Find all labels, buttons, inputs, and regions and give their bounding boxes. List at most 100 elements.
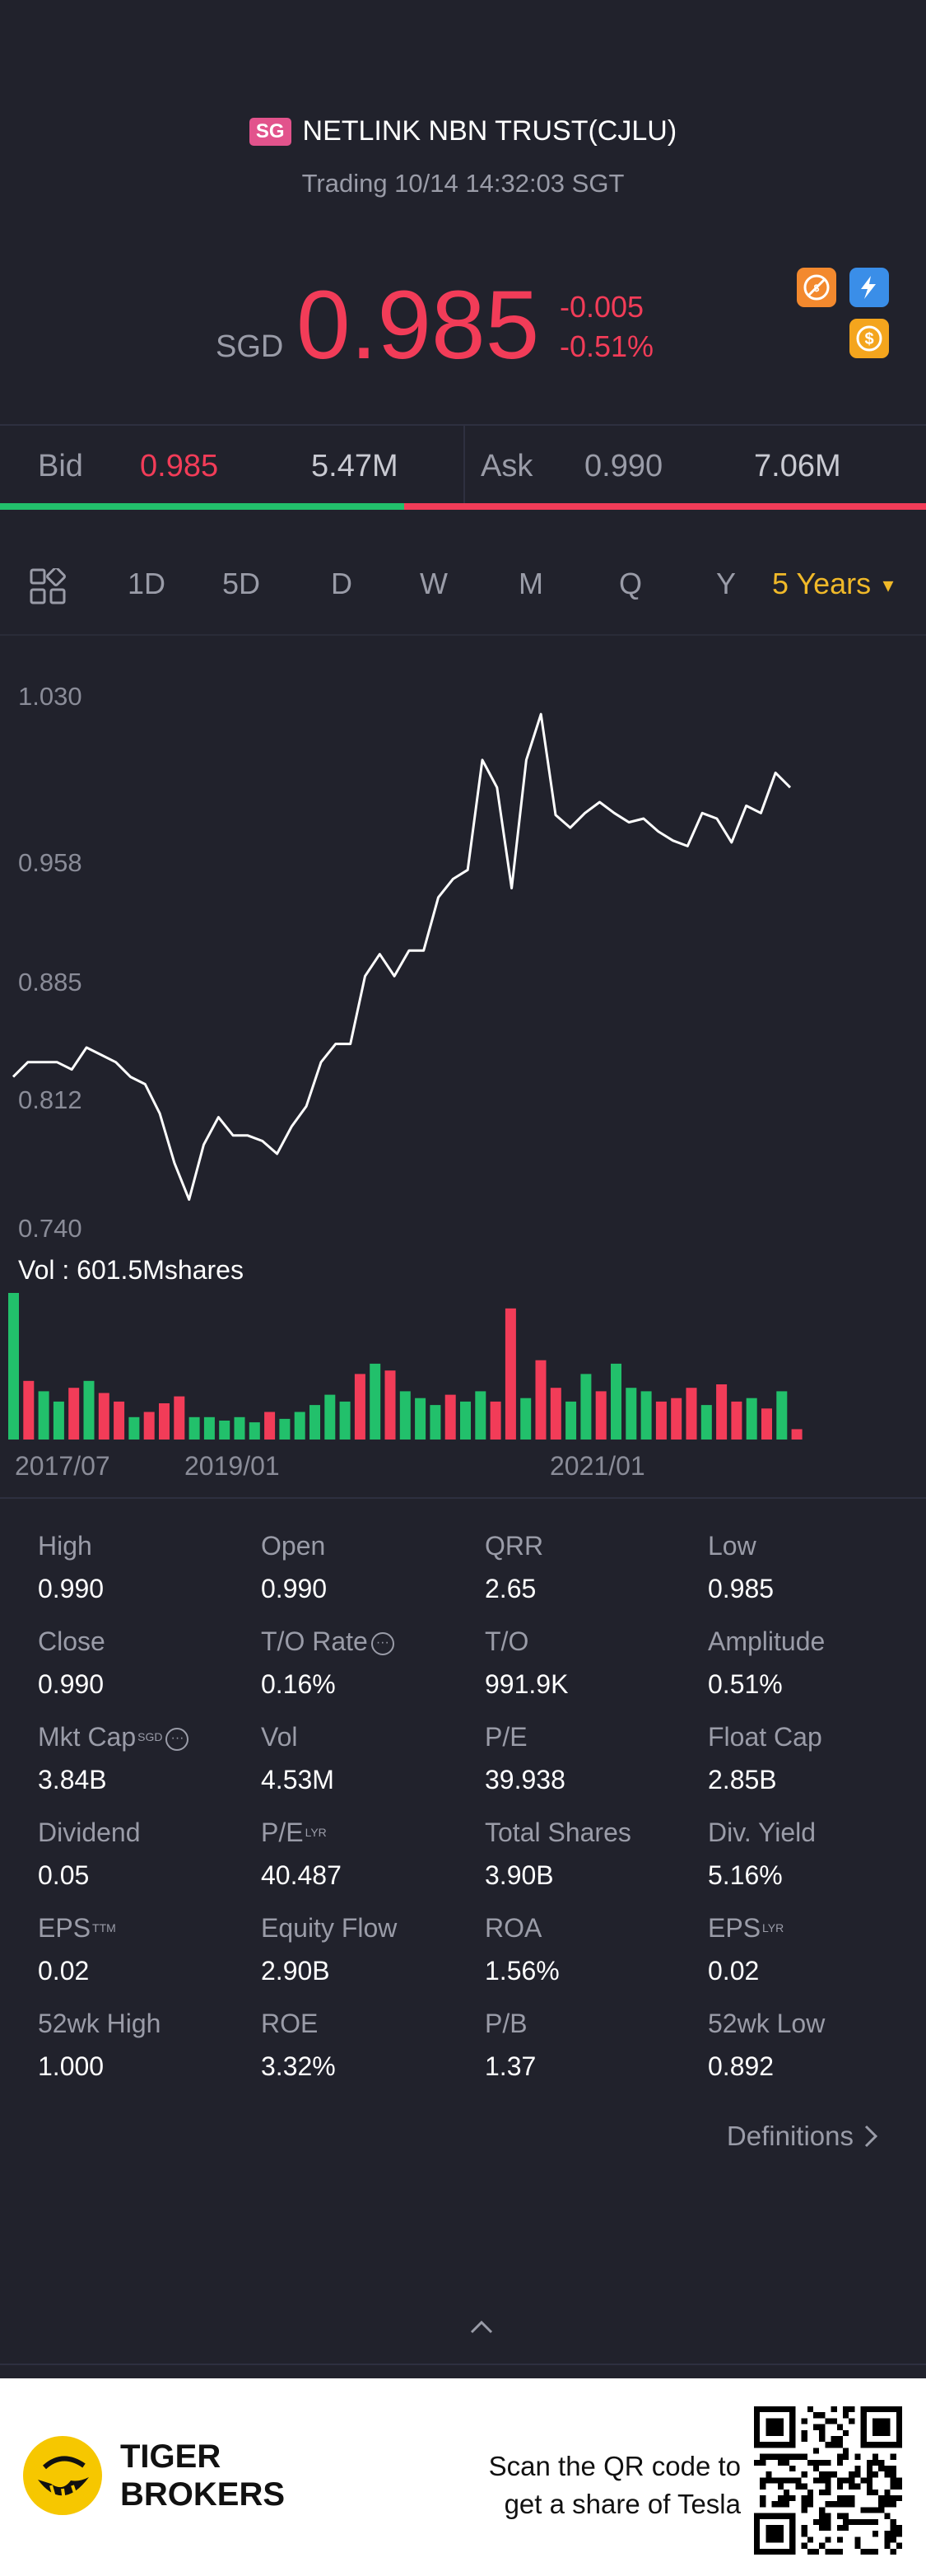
y-tick-label: 0.885 [18,968,82,996]
volume-bar [520,1398,532,1440]
volume-bar [38,1391,49,1440]
stat-value: 2.85B [708,1765,777,1794]
stat-cell: EPS LYR 0.02 [708,1910,922,1989]
flash-icon[interactable] [849,268,889,307]
volume-bar [550,1388,561,1440]
price-chart[interactable]: 1.030 0.958 0.885 0.812 0.740 Vol : 601.… [0,659,926,1491]
stat-label-text: Close [38,1626,105,1656]
stat-label-text: Vol [261,1722,298,1752]
stat-label-text: ROE [261,2009,319,2038]
bid-ask-bar: Bid 0.985 5.47M Ask 0.990 7.06M [0,424,926,510]
stat-label-text: Div. Yield [708,1818,817,1847]
stat-value: 1.56% [485,1956,560,1986]
stat-cell: QRR 2.65 [485,1528,699,1607]
stat-value: 3.84B [38,1765,107,1794]
stat-value: 4.53M [261,1765,334,1794]
stat-value: 5.16% [708,1860,783,1890]
svg-text:$: $ [864,330,873,348]
volume-bar [731,1401,742,1440]
volume-bar [399,1391,411,1440]
stat-cell: ROA 1.56% [485,1910,699,1989]
volume-bar [339,1401,351,1440]
volume-label: Vol : 601.5Mshares [18,1255,244,1285]
volume-bar [23,1380,35,1440]
tab-w[interactable]: W [420,567,448,600]
stat-label: Float Cap [708,1719,922,1755]
stat-label: 52wk Low [708,2005,922,2042]
layout-grid-icon[interactable] [30,568,67,606]
volume-bar [294,1412,305,1440]
dollar-icon[interactable]: $ [849,319,889,358]
volume-bar [460,1401,471,1440]
volume-bar [203,1416,215,1440]
x-tick-label: 2017/07 [15,1451,110,1481]
stat-label-text: ROA [485,1913,542,1943]
stat-value: 40.487 [261,1860,342,1890]
stat-cell: Close 0.990 [38,1623,252,1702]
stat-value: 0.990 [38,1669,105,1699]
promo-banner[interactable]: TIGER BROKERS Scan the QR code to get a … [0,2378,926,2576]
volume-bar [188,1416,200,1440]
bid-label: Bid [38,449,83,483]
tab-y[interactable]: Y [716,567,737,600]
stat-label-text: High [38,1531,92,1561]
stat-cell: Vol 4.53M [261,1719,475,1798]
volume-bar [309,1405,320,1440]
title-row: SG NETLINK NBN TRUST(CJLU) [0,115,926,147]
stat-value: 0.05 [38,1860,90,1890]
volume-bar-chart [8,1293,803,1440]
stat-label: Open [261,1528,475,1564]
volume-bar [384,1370,396,1440]
stat-value: 0.02 [708,1956,760,1986]
stat-value: 1.000 [38,2051,105,2081]
tab-1d[interactable]: 1D [128,567,166,600]
volume-bar [98,1393,109,1440]
stat-label-text: Mkt Cap [38,1722,137,1752]
periods-divider [0,634,926,636]
dollar-glyph: $ [856,325,882,352]
x-tick-label: 2021/01 [550,1451,645,1481]
stat-cell: T/O Rate ··· 0.16% [261,1623,475,1702]
stat-cell: P/B 1.37 [485,2005,699,2084]
stat-label: EPS TTM [38,1910,252,1946]
stat-label: ROA [485,1910,699,1946]
chevron-up-icon[interactable] [468,2312,496,2340]
stat-cell: Total Shares 3.90B [485,1814,699,1893]
tab-m[interactable]: M [519,567,543,600]
stat-label: Dividend [38,1814,252,1850]
no-short-icon[interactable]: $ [797,268,836,307]
info-icon[interactable]: ··· [165,1727,189,1751]
volume-bar [655,1401,667,1440]
tab-d[interactable]: D [331,567,352,600]
y-tick-label: 0.740 [18,1214,82,1243]
volume-bar [114,1401,125,1440]
info-icon[interactable]: ··· [370,1631,394,1655]
definitions-label: Definitions [726,2121,854,2151]
tab-q[interactable]: Q [619,567,643,600]
stat-cell: Open 0.990 [261,1528,475,1607]
volume-bar [746,1398,757,1440]
stat-cell: P/E LYR 40.487 [261,1814,475,1893]
stat-label-text: QRR [485,1531,544,1561]
volume-bar [68,1388,80,1440]
stat-label-text: EPS [708,1913,761,1943]
price-series-line [12,712,792,1202]
stat-value: 39.938 [485,1765,565,1794]
volume-bar [264,1412,276,1440]
stat-label-text: Amplitude [708,1626,826,1656]
stat-label-text: T/O [485,1626,529,1656]
volume-bar [611,1363,621,1440]
volume-bar [415,1398,426,1440]
stat-label-text: T/O Rate [261,1626,368,1656]
definitions-link[interactable]: Definitions [727,2121,880,2152]
stat-value: 3.32% [261,2051,336,2081]
tab-5-years[interactable]: 5 Years ▼ [772,567,897,601]
stat-value: 991.9K [485,1669,569,1699]
qr-code[interactable] [754,2406,902,2555]
volume-bar [671,1398,682,1440]
price-line-chart [12,712,792,1202]
stat-label: ROE [261,2005,475,2042]
stat-cell: Mkt Cap SGD ··· 3.84B [38,1719,252,1798]
volume-bar [776,1391,788,1440]
tab-5d[interactable]: 5D [222,567,261,600]
